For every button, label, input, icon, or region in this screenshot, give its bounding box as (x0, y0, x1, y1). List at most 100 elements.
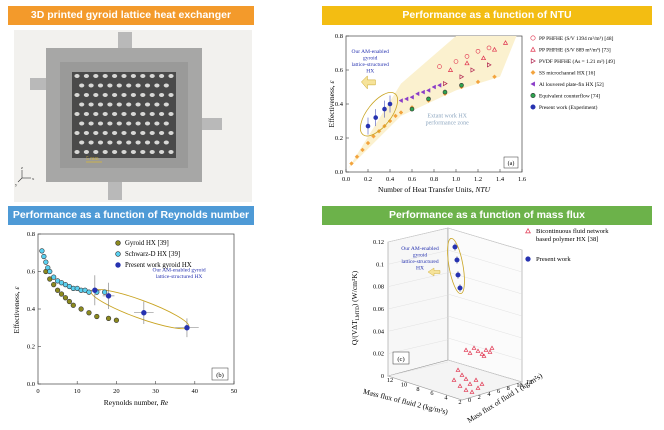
lattice-cell (140, 112, 146, 116)
lattice-cell (112, 74, 118, 78)
re-x-tick: 50 (231, 388, 238, 395)
lattice-cell (97, 140, 104, 145)
massflux-x2-tick: 12 (387, 377, 393, 384)
re-point (102, 289, 108, 295)
re-point (78, 306, 84, 312)
lattice-cell (130, 150, 136, 154)
lattice-cell (88, 140, 94, 145)
re-legend-marker (115, 240, 121, 246)
lattice-cell (126, 83, 132, 88)
massflux-point (463, 387, 469, 392)
ntu-point (398, 110, 404, 115)
ntu-point (480, 55, 487, 61)
massflux-legend-label: Present work (536, 256, 571, 263)
lattice-cell (130, 93, 136, 97)
massflux-point (469, 389, 475, 394)
ntu-point (491, 46, 498, 52)
re-point (62, 295, 69, 301)
massflux-x1-tick: 10 (516, 382, 522, 389)
ntu-chart: Extant work HX performance zone Our AM-en… (327, 33, 615, 194)
re-legend: Gyroid HX [39] Schwarz-D HX [39] Present w… (115, 240, 192, 269)
re-legend-marker (115, 251, 121, 257)
ntu-point (475, 79, 481, 85)
re-point (86, 310, 92, 316)
ntu-legend-marker (530, 58, 536, 64)
massflux-point (455, 272, 461, 278)
re-point (113, 317, 119, 323)
ntu-point (420, 89, 425, 95)
lattice-cell (112, 112, 118, 116)
lattice-cell (88, 121, 94, 126)
massflux-legend-marker (525, 227, 531, 234)
lattice-cell (79, 121, 85, 126)
lattice-cell (168, 131, 174, 135)
ntu-point (431, 84, 436, 90)
ntu-annotation: Our AM-enabled gyroid lattice-structured HX (351, 49, 389, 75)
lattice-cell (159, 150, 165, 154)
ntu-point (365, 123, 371, 129)
axis-z-label: z (21, 165, 23, 170)
lattice-cell (121, 74, 127, 78)
massflux-point (473, 377, 479, 382)
re-legend-label: Gyroid HX [39] (125, 240, 169, 247)
lattice-cell (168, 93, 174, 97)
lattice-cell (135, 121, 141, 126)
lattice-cell (159, 112, 165, 116)
re-y-tick: 0.6 (27, 269, 36, 276)
lattice-cell (97, 83, 104, 88)
massflux-legend-label: Bicontinuous fluid network based polymer … (536, 228, 609, 243)
lattice-cell (74, 93, 80, 97)
re-point (105, 315, 112, 321)
heat-exchanger-photo: 5 mm x z y (14, 30, 252, 202)
ntu-point (404, 96, 409, 102)
re-point (141, 310, 147, 316)
ntu-y-axis-label: Effectiveness, ε (327, 80, 336, 127)
re-x-axis-label: Reynolds number, Re (104, 398, 169, 407)
re-y-tick: 0.8 (27, 231, 35, 238)
lattice-cell (79, 83, 85, 88)
ntu-point (409, 94, 414, 100)
ntu-legend-label: PVDF PHFHE (As = 1.21 m²) [49] (539, 58, 615, 65)
lattice-cell (116, 83, 122, 88)
re-annotation: Our AM-enabled gyroid lattice-structured … (153, 268, 206, 281)
massflux-z-axis-label: Q/(VΔTLMTD) (W/cm³K) (350, 270, 361, 345)
ntu-point (415, 91, 420, 97)
re-x-tick: 20 (113, 388, 120, 395)
massflux-annotation: Our AM-enabled gyroid lattice-structured HX (401, 246, 439, 272)
ntu-x-tick: 0.8 (430, 176, 438, 183)
lattice-cell (74, 131, 80, 135)
3d-box (386, 227, 524, 401)
ntu-point (426, 88, 431, 93)
lattice-cell (126, 102, 132, 107)
re-point (54, 287, 61, 293)
ntu-point (437, 64, 442, 69)
re-x-tick: 30 (152, 388, 159, 395)
lattice-cell (159, 93, 165, 97)
lattice-cell (107, 140, 113, 145)
ntu-legend-label: Al louvered plate-fin HX [52] (539, 81, 604, 88)
re-title-banner: Performance as a function of Reynolds nu… (8, 206, 254, 225)
ntu-point (409, 106, 415, 112)
re-point (51, 274, 57, 280)
axes-triad (17, 170, 31, 183)
ntu-point (349, 161, 354, 166)
ntu-point (382, 106, 387, 112)
ntu-point (371, 134, 376, 139)
lattice-cell (74, 112, 80, 116)
ntu-point (393, 113, 398, 119)
ntu-point (470, 67, 476, 73)
lattice-cell (154, 83, 160, 88)
lattice-cell (83, 112, 89, 116)
ntu-point (387, 118, 393, 124)
lattice-cell (74, 74, 80, 78)
lattice-cell (168, 112, 174, 116)
re-y-axis-label: Effectiveness, ε (12, 286, 21, 333)
re-point (58, 291, 65, 297)
lattice-cell (159, 131, 165, 135)
lattice-cell (163, 83, 169, 88)
lattice-cell (149, 74, 155, 78)
lattice-cell (140, 131, 146, 135)
re-x-tick: 0 (36, 388, 39, 395)
massflux-x1-tick: 12 (526, 379, 532, 386)
lattice-cell (112, 150, 118, 154)
